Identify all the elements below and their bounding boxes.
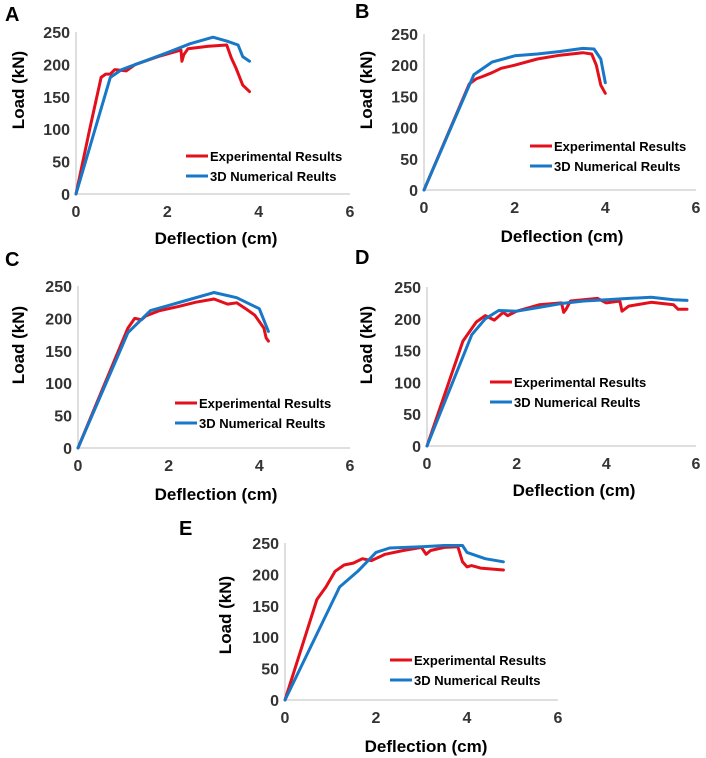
x-tick-label: 2 — [163, 204, 172, 221]
x-axis-title: Deflection (cm) — [155, 229, 278, 248]
y-axis-title: Load (kN) — [9, 51, 28, 129]
y-tick-label: 50 — [403, 407, 421, 424]
panel-label: C — [5, 249, 19, 271]
x-tick-label: 2 — [372, 710, 381, 727]
y-axis-title: Load (kN) — [216, 576, 235, 654]
y-tick-label: 150 — [391, 89, 418, 106]
legend-label-experimental: Experimental Results — [514, 375, 646, 390]
y-tick-label: 250 — [45, 279, 72, 296]
y-tick-label: 100 — [394, 375, 421, 392]
series-experimental-line — [76, 297, 270, 450]
y-tick-label: 250 — [391, 27, 418, 44]
chart-panel-d: D 0 50 100 150 200 250 0 2 4 6 Deflection (cm) Load … — [355, 247, 701, 500]
legend-label-numerical: 3D Numerical Reults — [199, 416, 325, 431]
x-tick-label: 0 — [72, 204, 81, 221]
x-tick-label: 6 — [692, 200, 701, 217]
x-tick-label: 0 — [281, 710, 290, 727]
chart-panel-e: E 0 50 100 150 200 250 0 2 4 6 Deflection (cm) Load … — [179, 518, 563, 756]
y-tick-label: 100 — [45, 376, 72, 393]
y-tick-label: 200 — [252, 567, 279, 584]
y-tick-label: 200 — [43, 57, 70, 74]
x-tick-label: 6 — [692, 456, 701, 473]
y-tick-label: 250 — [252, 536, 279, 553]
x-tick-label: 2 — [512, 456, 521, 473]
chart-panel-a: A 0 50 100 150 200 250 0 2 4 6 Deflection (cm) Load … — [5, 4, 355, 248]
series-numerical-line — [425, 295, 689, 448]
y-tick-label: 50 — [52, 155, 70, 172]
x-tick-label: 0 — [423, 456, 432, 473]
x-axis-title: Deflection (cm) — [155, 485, 278, 504]
y-axis-title: Load (kN) — [9, 306, 28, 384]
x-axis-title: Deflection (cm) — [513, 481, 636, 500]
panel-label: A — [5, 4, 19, 26]
legend-label-experimental: Experimental Results — [414, 653, 546, 668]
panel-label: D — [355, 247, 369, 269]
legend-label-numerical: 3D Numerical Reults — [514, 395, 640, 410]
x-tick-label: 4 — [255, 458, 264, 475]
x-tick-label: 0 — [420, 200, 429, 217]
y-tick-label: 150 — [252, 599, 279, 616]
y-axis-title: Load (kN) — [357, 51, 376, 129]
x-tick-label: 6 — [554, 710, 563, 727]
y-tick-label: 0 — [63, 441, 72, 458]
legend-label-numerical: 3D Numerical Reults — [414, 673, 540, 688]
series-experimental-line — [425, 296, 689, 448]
y-tick-label: 0 — [409, 183, 418, 200]
series-experimental-line — [422, 51, 607, 192]
y-tick-label: 200 — [45, 311, 72, 328]
y-tick-label: 200 — [391, 58, 418, 75]
x-tick-label: 6 — [346, 458, 355, 475]
y-tick-label: 150 — [43, 90, 70, 107]
y-tick-label: 0 — [270, 693, 279, 710]
x-tick-label: 4 — [602, 456, 611, 473]
y-tick-label: 50 — [261, 662, 279, 679]
y-tick-label: 250 — [43, 25, 70, 42]
panel-label: B — [355, 1, 369, 23]
y-axis-title: Load (kN) — [357, 306, 376, 384]
series-numerical-line — [74, 35, 251, 196]
chart-panel-b: B 0 50 100 150 200 250 0 2 4 6 Deflection (cm) Load … — [355, 1, 701, 246]
legend-label-experimental: Experimental Results — [554, 139, 686, 154]
x-tick-label: 4 — [601, 200, 610, 217]
legend-label-experimental: Experimental Results — [210, 149, 342, 164]
y-tick-label: 150 — [394, 344, 421, 361]
y-tick-label: 250 — [394, 280, 421, 297]
y-tick-label: 50 — [54, 409, 72, 426]
y-tick-label: 200 — [394, 312, 421, 329]
series-experimental-line — [74, 43, 251, 196]
y-tick-label: 0 — [61, 187, 70, 204]
y-tick-label: 100 — [252, 630, 279, 647]
series-numerical-line — [76, 291, 270, 450]
x-tick-label: 4 — [254, 204, 263, 221]
legend-label-numerical: 3D Numerical Reults — [210, 169, 336, 184]
series-experimental-line — [283, 545, 505, 702]
x-tick-label: 2 — [510, 200, 519, 217]
x-tick-label: 4 — [463, 710, 472, 727]
x-tick-label: 0 — [74, 458, 83, 475]
legend-label-numerical: 3D Numerical Reults — [554, 159, 680, 174]
x-axis-title: Deflection (cm) — [365, 737, 488, 756]
panel-label: E — [179, 518, 192, 540]
series-numerical-line — [422, 46, 607, 192]
x-tick-label: 6 — [346, 204, 355, 221]
y-tick-label: 50 — [400, 152, 418, 169]
y-tick-label: 100 — [391, 121, 418, 138]
x-axis-title: Deflection (cm) — [501, 227, 624, 246]
y-tick-label: 150 — [45, 344, 72, 361]
y-tick-label: 100 — [43, 122, 70, 139]
series-numerical-line — [283, 544, 505, 702]
chart-panel-c: C 0 50 100 150 200 250 0 2 4 6 Deflection (cm) Load … — [5, 249, 355, 504]
legend-label-experimental: Experimental Results — [199, 396, 331, 411]
x-tick-label: 2 — [164, 458, 173, 475]
y-tick-label: 0 — [412, 439, 421, 456]
